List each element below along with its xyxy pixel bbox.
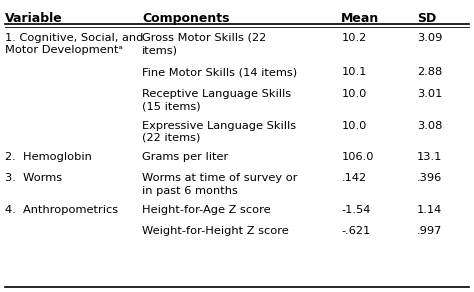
- Text: Gross Motor Skills (22
items): Gross Motor Skills (22 items): [142, 33, 266, 55]
- Text: 10.0: 10.0: [341, 89, 367, 99]
- Text: 3.  Worms: 3. Worms: [5, 173, 62, 183]
- Text: 13.1: 13.1: [417, 152, 443, 162]
- Text: 3.01: 3.01: [417, 89, 443, 99]
- Text: Components: Components: [142, 12, 230, 25]
- Text: Worms at time of survey or
in past 6 months: Worms at time of survey or in past 6 mon…: [142, 173, 298, 196]
- Text: 2.88: 2.88: [417, 67, 442, 77]
- Text: .396: .396: [417, 173, 442, 183]
- Text: Weight-for-Height Z score: Weight-for-Height Z score: [142, 226, 289, 236]
- Text: -1.54: -1.54: [341, 205, 371, 215]
- Text: SD: SD: [417, 12, 437, 25]
- Text: -.621: -.621: [341, 226, 371, 236]
- Text: 1. Cognitive, Social, and
Motor Developmentᵃ: 1. Cognitive, Social, and Motor Developm…: [5, 33, 143, 55]
- Text: Variable: Variable: [5, 12, 63, 25]
- Text: 10.1: 10.1: [341, 67, 367, 77]
- Text: 3.08: 3.08: [417, 121, 443, 131]
- Text: 106.0: 106.0: [341, 152, 374, 162]
- Text: Grams per liter: Grams per liter: [142, 152, 228, 162]
- Text: Height-for-Age Z score: Height-for-Age Z score: [142, 205, 271, 215]
- Text: Fine Motor Skills (14 items): Fine Motor Skills (14 items): [142, 67, 297, 77]
- Text: 10.0: 10.0: [341, 121, 367, 131]
- Text: 3.09: 3.09: [417, 33, 443, 43]
- Text: 10.2: 10.2: [341, 33, 366, 43]
- Text: Expressive Language Skills
(22 items): Expressive Language Skills (22 items): [142, 121, 296, 143]
- Text: Receptive Language Skills
(15 items): Receptive Language Skills (15 items): [142, 89, 292, 112]
- Text: Mean: Mean: [341, 12, 380, 25]
- Text: 2.  Hemoglobin: 2. Hemoglobin: [5, 152, 91, 162]
- Text: 1.14: 1.14: [417, 205, 442, 215]
- Text: .997: .997: [417, 226, 443, 236]
- Text: 4.  Anthropometrics: 4. Anthropometrics: [5, 205, 118, 215]
- Text: .142: .142: [341, 173, 366, 183]
